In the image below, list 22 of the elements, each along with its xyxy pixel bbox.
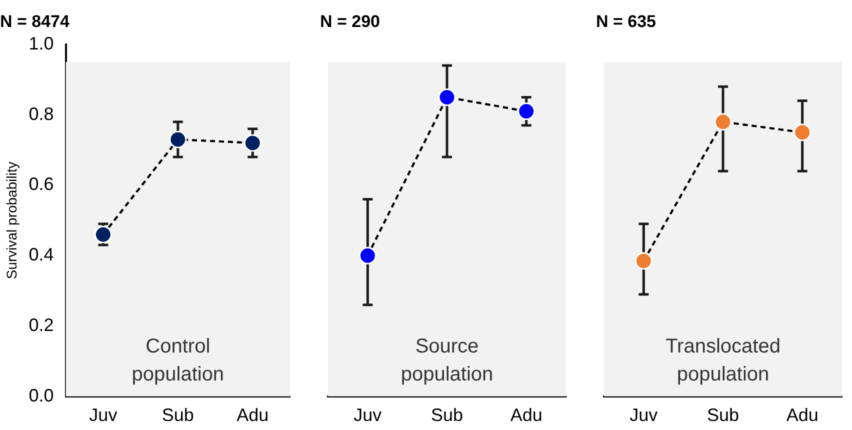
- annotation: Control population: [132, 335, 224, 386]
- x-tick-label: Juv: [89, 405, 118, 426]
- x-tick-label: Sub: [430, 405, 464, 426]
- y-tick-label: 0.8: [28, 104, 54, 124]
- annotation: Translocated population: [666, 335, 780, 386]
- x-tick-label: Juv: [354, 405, 382, 426]
- x-tick-label: Adu: [786, 405, 818, 426]
- x-tick-label: Adu: [236, 405, 269, 426]
- chart-title: N = 8474: [0, 12, 70, 31]
- y-tick-label: 0.2: [28, 314, 54, 335]
- y-tick-label: 1.0: [28, 33, 54, 54]
- y-tick-label: 0.0: [28, 385, 54, 406]
- x-tick-label: Adu: [510, 405, 542, 426]
- y-axis-title: Survival probability: [3, 162, 20, 280]
- y-tick-label: 0.6: [28, 174, 54, 194]
- chart-title: N = 635: [596, 12, 656, 31]
- x-tick-label: Sub: [706, 405, 740, 426]
- chart-title: N = 290: [320, 12, 380, 31]
- annotation: Source population: [400, 335, 494, 386]
- x-tick-label: Juv: [630, 405, 658, 426]
- y-tick-label: 0.4: [28, 244, 54, 265]
- x-tick-label: Sub: [162, 405, 194, 426]
